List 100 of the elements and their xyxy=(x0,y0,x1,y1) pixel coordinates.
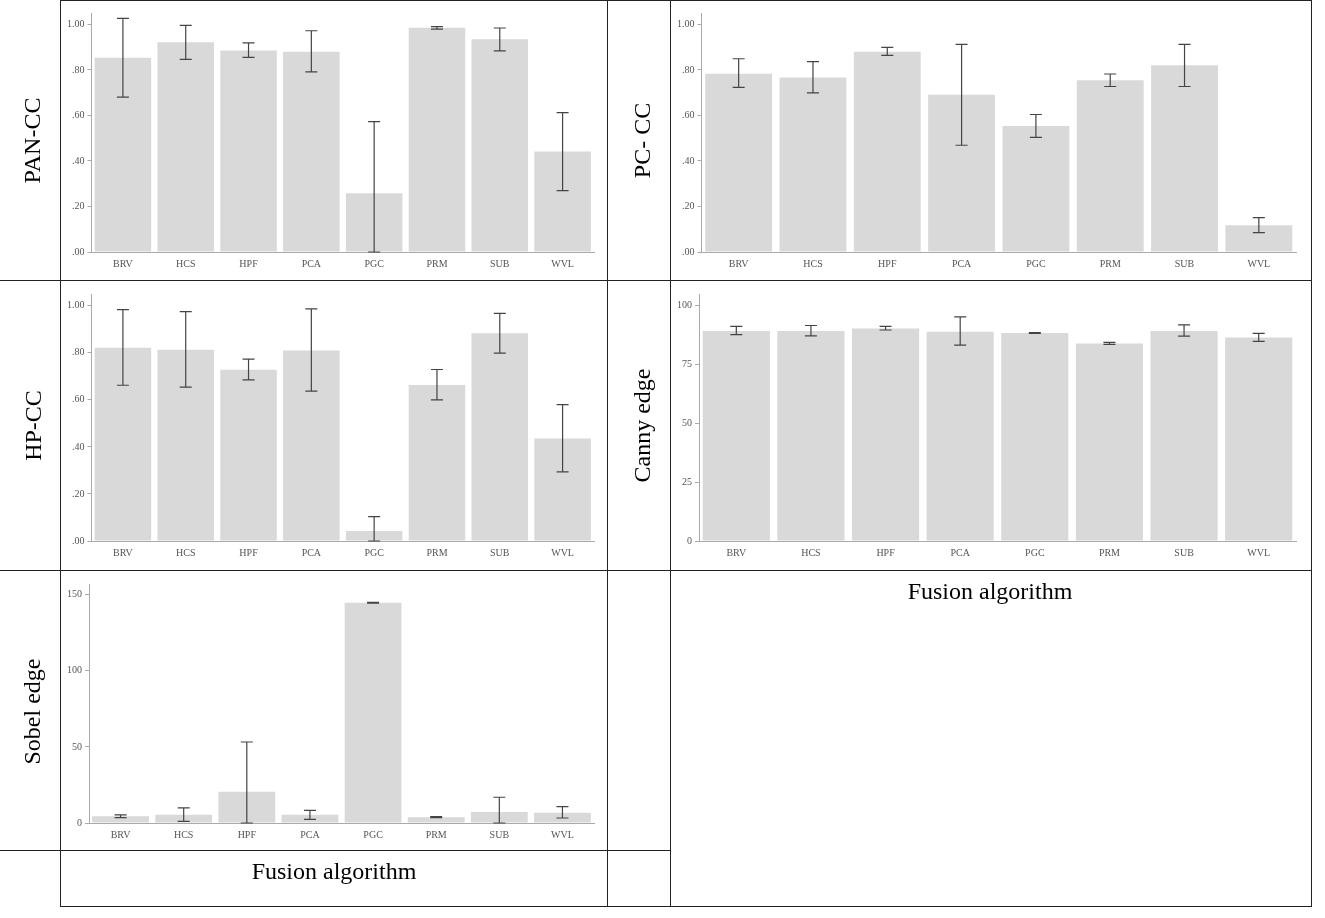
y-axis-title: PAN-CC xyxy=(19,97,47,183)
x-tick-label: BRV xyxy=(726,546,747,558)
x-tick-label: SUB xyxy=(1174,546,1195,558)
bar xyxy=(94,57,152,252)
x-tick-label: HCS xyxy=(801,546,821,558)
x-axis-title: Fusion algorithm xyxy=(906,577,1074,605)
y-tick-label: 50 xyxy=(72,740,82,752)
y-tick-label: .80 xyxy=(682,63,695,75)
bar xyxy=(345,531,403,541)
bar xyxy=(408,385,466,541)
x-tick-label: BRV xyxy=(113,546,134,558)
y-tick-label: 150 xyxy=(67,588,82,600)
y-tick-label: .60 xyxy=(72,109,85,121)
bar xyxy=(534,438,591,541)
x-tick-label: BRV xyxy=(728,257,750,269)
bar xyxy=(471,333,529,541)
y-tick-label: 0 xyxy=(687,534,692,546)
x-axis-title: Fusion algorithm xyxy=(250,857,418,885)
bar xyxy=(1076,80,1144,252)
x-tick-label: WVL xyxy=(1247,546,1271,558)
bar xyxy=(1151,65,1218,252)
x-tick-label: SUB xyxy=(490,257,510,269)
y-axis-title: Canny edge xyxy=(629,368,657,482)
bar xyxy=(470,812,528,823)
y-tick-label: 75 xyxy=(682,358,692,370)
bar xyxy=(853,51,921,252)
y-tick-label: 1.00 xyxy=(67,18,85,30)
x-tick-label: PRM xyxy=(426,257,448,269)
bar xyxy=(220,50,277,252)
bar xyxy=(534,151,591,252)
x-tick-label: PGC xyxy=(364,257,385,269)
y-tick-label: .60 xyxy=(682,109,695,121)
bar xyxy=(281,814,339,823)
y-tick-label: 0 xyxy=(77,816,82,828)
y-tick-label: .60 xyxy=(72,393,85,405)
y-tick-label: 100 xyxy=(677,299,692,311)
y-tick-label: .80 xyxy=(72,346,85,358)
x-tick-label: WVL xyxy=(551,546,574,558)
x-tick-label: HPF xyxy=(239,546,259,558)
x-tick-label: HCS xyxy=(173,828,194,840)
y-tick-label: .40 xyxy=(72,154,85,166)
x-tick-label: HPF xyxy=(237,828,257,840)
x-tick-label: WVL xyxy=(551,828,574,840)
bar xyxy=(220,369,277,541)
x-tick-label: SUB xyxy=(490,546,510,558)
y-tick-label: .40 xyxy=(682,154,695,166)
bar xyxy=(471,39,529,252)
y-tick-label: 1.00 xyxy=(677,18,695,30)
bar xyxy=(155,814,213,823)
x-tick-label: PRM xyxy=(1099,257,1121,269)
x-tick-label: PGC xyxy=(1026,257,1046,269)
y-tick-label: 25 xyxy=(682,475,692,487)
x-tick-label: PCA xyxy=(301,546,322,558)
x-tick-label: PCA xyxy=(300,828,321,840)
y-tick-label: 100 xyxy=(67,664,82,676)
x-tick-label: PCA xyxy=(950,546,971,558)
bar xyxy=(779,77,847,252)
y-axis-title: Sobel edge xyxy=(19,658,47,764)
x-tick-label: HPF xyxy=(876,546,896,558)
x-tick-label: BRV xyxy=(110,828,132,840)
y-tick-label: 1.00 xyxy=(67,299,85,311)
y-axis-title: HP-CC xyxy=(19,389,47,461)
x-tick-label: HPF xyxy=(239,257,259,269)
x-tick-label: WVL xyxy=(551,257,574,269)
x-tick-label: PGC xyxy=(364,546,385,558)
bar xyxy=(534,812,591,823)
x-tick-label: WVL xyxy=(1247,257,1271,269)
x-tick-label: PRM xyxy=(1098,546,1121,558)
x-tick-label: PGC xyxy=(1025,546,1045,558)
y-tick-label: .80 xyxy=(72,63,85,75)
y-tick-label: .20 xyxy=(72,200,85,212)
y-tick-label: .00 xyxy=(682,245,695,257)
bar xyxy=(1002,125,1070,252)
x-tick-label: HCS xyxy=(175,546,196,558)
bar xyxy=(705,73,773,252)
x-tick-label: HCS xyxy=(803,257,823,269)
y-tick-label: .40 xyxy=(72,440,85,452)
x-tick-label: PCA xyxy=(301,257,322,269)
x-tick-label: PRM xyxy=(425,828,447,840)
bar xyxy=(157,349,214,541)
x-tick-label: SUB xyxy=(1174,257,1195,269)
y-tick-label: 50 xyxy=(682,417,692,429)
bar xyxy=(283,350,340,541)
bar xyxy=(92,816,149,823)
bar xyxy=(928,94,996,252)
y-tick-label: .20 xyxy=(682,200,695,212)
y-axis-title: PC- CC xyxy=(629,102,657,178)
x-tick-label: SUB xyxy=(489,828,510,840)
x-tick-label: PGC xyxy=(363,828,384,840)
bar xyxy=(408,27,466,252)
x-tick-label: BRV xyxy=(113,257,134,269)
bar xyxy=(1225,225,1293,252)
bar xyxy=(283,51,340,252)
bar xyxy=(157,42,214,252)
bar xyxy=(345,193,403,252)
y-tick-label: .20 xyxy=(72,487,85,499)
bar xyxy=(344,602,402,823)
y-tick-label: .00 xyxy=(72,245,85,257)
x-tick-label: PRM xyxy=(426,546,448,558)
x-tick-label: HCS xyxy=(175,257,196,269)
